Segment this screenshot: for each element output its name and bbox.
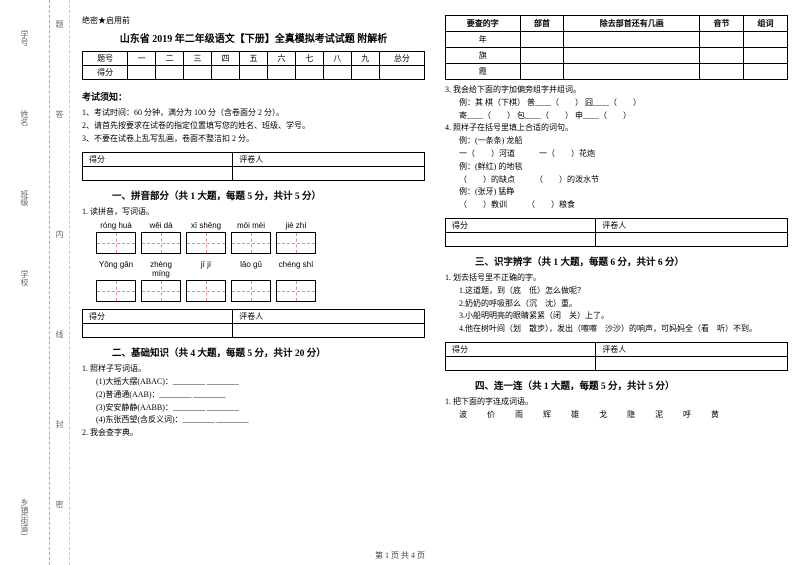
seal-label: 题 <box>54 20 65 28</box>
tianzige <box>186 232 226 254</box>
table-row: 霞 <box>446 64 788 80</box>
tianzige <box>231 232 271 254</box>
notice-head: 考试须知： <box>82 90 425 103</box>
table-row: 旗 <box>446 48 788 64</box>
table-row: 题号 一 二 三 四 五 六 七 八 九 总分 <box>83 52 425 66</box>
pinyin-row: Yǒng gǎn zhèng míng jī jí lǎo gǔ chéng s… <box>96 260 425 278</box>
list-item: 例：(一条条) 龙船 <box>459 135 788 148</box>
score-table: 题号 一 二 三 四 五 六 七 八 九 总分 得分 <box>82 51 425 80</box>
lookup-table: 要查的字 部首 除去部首还有几画 音节 组词 年 旗 霞 <box>445 15 788 80</box>
scorer-table: 得分 评卷人 <box>82 309 425 338</box>
tianzige <box>276 280 316 302</box>
tian-row <box>96 280 425 302</box>
scorer-table: 得分 评卷人 <box>445 218 788 247</box>
notice-item: 1、考试时间：60 分钟，满分为 100 分（含卷面分 2 分）。 <box>82 107 425 120</box>
question: 4. 照样子在括号里填上合适的词句。 <box>445 122 788 135</box>
list-item: 寄____（ ） 包____（ ） 申____（ ） <box>459 110 788 123</box>
tianzige <box>141 280 181 302</box>
seal-label: 线 <box>54 330 65 338</box>
section-title: 四、连一连（共 1 大题，每题 5 分，共计 5 分） <box>475 378 788 392</box>
question: 1. 读拼音，写词语。 <box>82 206 425 219</box>
margin-label: 班级 <box>19 190 30 206</box>
question: 1. 把下面的字连成词语。 <box>445 396 788 409</box>
list-item: 例：(张牙) 猛睁 <box>459 186 788 199</box>
list-item: (2)普通通(AAB)：________ ________ <box>96 389 425 402</box>
list-item: 一（ ）河道 一（ ）花炮 <box>459 148 788 161</box>
question: 1. 划去括号里不正确的字。 <box>445 272 788 285</box>
question: 1. 照样子写词语。 <box>82 363 425 376</box>
question: 2. 我会查字典。 <box>82 427 425 440</box>
margin-label: 姓名 <box>19 110 30 126</box>
secret-label: 绝密★启用前 <box>82 15 425 26</box>
list-item: (3)安安静静(AABB)：________ ________ <box>96 402 425 415</box>
table-row: 得分 <box>83 66 425 80</box>
seal-line: 题 答 内 线 封 密 <box>50 0 70 565</box>
page-footer: 第 1 页 共 4 页 <box>0 550 800 561</box>
exam-title: 山东省 2019 年二年级语文【下册】全真模拟考试试题 附解析 <box>82 30 425 45</box>
scorer-table: 得分 评卷人 <box>445 342 788 371</box>
list-item: （ ）教训 （ ）粮食 <box>459 199 788 212</box>
right-column: 要查的字 部首 除去部首还有几画 音节 组词 年 旗 霞 3. 我会给下面的字加… <box>445 15 788 560</box>
pinyin-row: róng huà wěi dà xī shēng mōi mèi jiè zhí <box>96 221 425 230</box>
margin-label: 乡镇(街道) <box>19 498 30 535</box>
scorer-table: 得分 评卷人 <box>82 152 425 181</box>
tianzige <box>141 232 181 254</box>
notice-item: 3、不要在试卷上乱写乱画，卷面不整洁扣 2 分。 <box>82 133 425 146</box>
char-row: 波 价 雨 辉 雄 戈 隐 泥 呼 黄 <box>459 409 788 422</box>
list-item: 3.小船明明亮的眼睛紧紧（闭 关）上了。 <box>459 310 788 323</box>
section-title: 一、拼音部分（共 1 大题，每题 5 分，共计 5 分） <box>112 188 425 202</box>
list-item: （ ）的缺点 （ ）的泼水节 <box>459 174 788 187</box>
list-item: 例：(鲜红) 的地毯 <box>459 161 788 174</box>
list-item: 4.他在树叶间（划 散步），发出（嚓嚓 沙沙）的响声，可妈妈全（看 听）不到。 <box>459 323 788 336</box>
seal-label: 密 <box>54 500 65 508</box>
list-item: (4)东张西望(含反义词)：________ ________ <box>96 414 425 427</box>
example: 例：其 棋（下棋） 普____（ ） 囧____（ ） <box>459 97 788 110</box>
tianzige <box>186 280 226 302</box>
table-row: 年 <box>446 32 788 48</box>
table-row: 要查的字 部首 除去部首还有几画 音节 组词 <box>446 16 788 32</box>
list-item: 1.这道题，到（底 低）怎么做呢？ <box>459 285 788 298</box>
question: 3. 我会给下面的字加偏旁组字并组词。 <box>445 84 788 97</box>
list-item: 2.奶奶的呼吸那么（沉 沈）重。 <box>459 298 788 311</box>
section-title: 二、基础知识（共 4 大题，每题 5 分，共计 20 分） <box>112 345 425 359</box>
seal-label: 内 <box>54 230 65 238</box>
tian-row <box>96 232 425 254</box>
tianzige <box>96 232 136 254</box>
binding-margin: 学号 姓名 班级 学校 乡镇(街道) <box>0 0 50 565</box>
tianzige <box>276 232 316 254</box>
list-item: (1)大摇大摆(ABAC)：________ ________ <box>96 376 425 389</box>
seal-label: 答 <box>54 110 65 118</box>
notice-list: 1、考试时间：60 分钟，满分为 100 分（含卷面分 2 分）。 2、请首先按… <box>82 107 425 145</box>
tianzige <box>231 280 271 302</box>
margin-label: 学号 <box>19 30 30 46</box>
tianzige <box>96 280 136 302</box>
section-title: 三、识字辨字（共 1 大题，每题 6 分，共计 6 分） <box>475 254 788 268</box>
notice-item: 2、请首先按要求在试卷的指定位置填写您的姓名、班级、学号。 <box>82 120 425 133</box>
page-content: 绝密★启用前 山东省 2019 年二年级语文【下册】全真模拟考试试题 附解析 题… <box>70 0 800 565</box>
margin-label: 学校 <box>19 270 30 286</box>
left-column: 绝密★启用前 山东省 2019 年二年级语文【下册】全真模拟考试试题 附解析 题… <box>82 15 425 560</box>
seal-label: 封 <box>54 420 65 428</box>
